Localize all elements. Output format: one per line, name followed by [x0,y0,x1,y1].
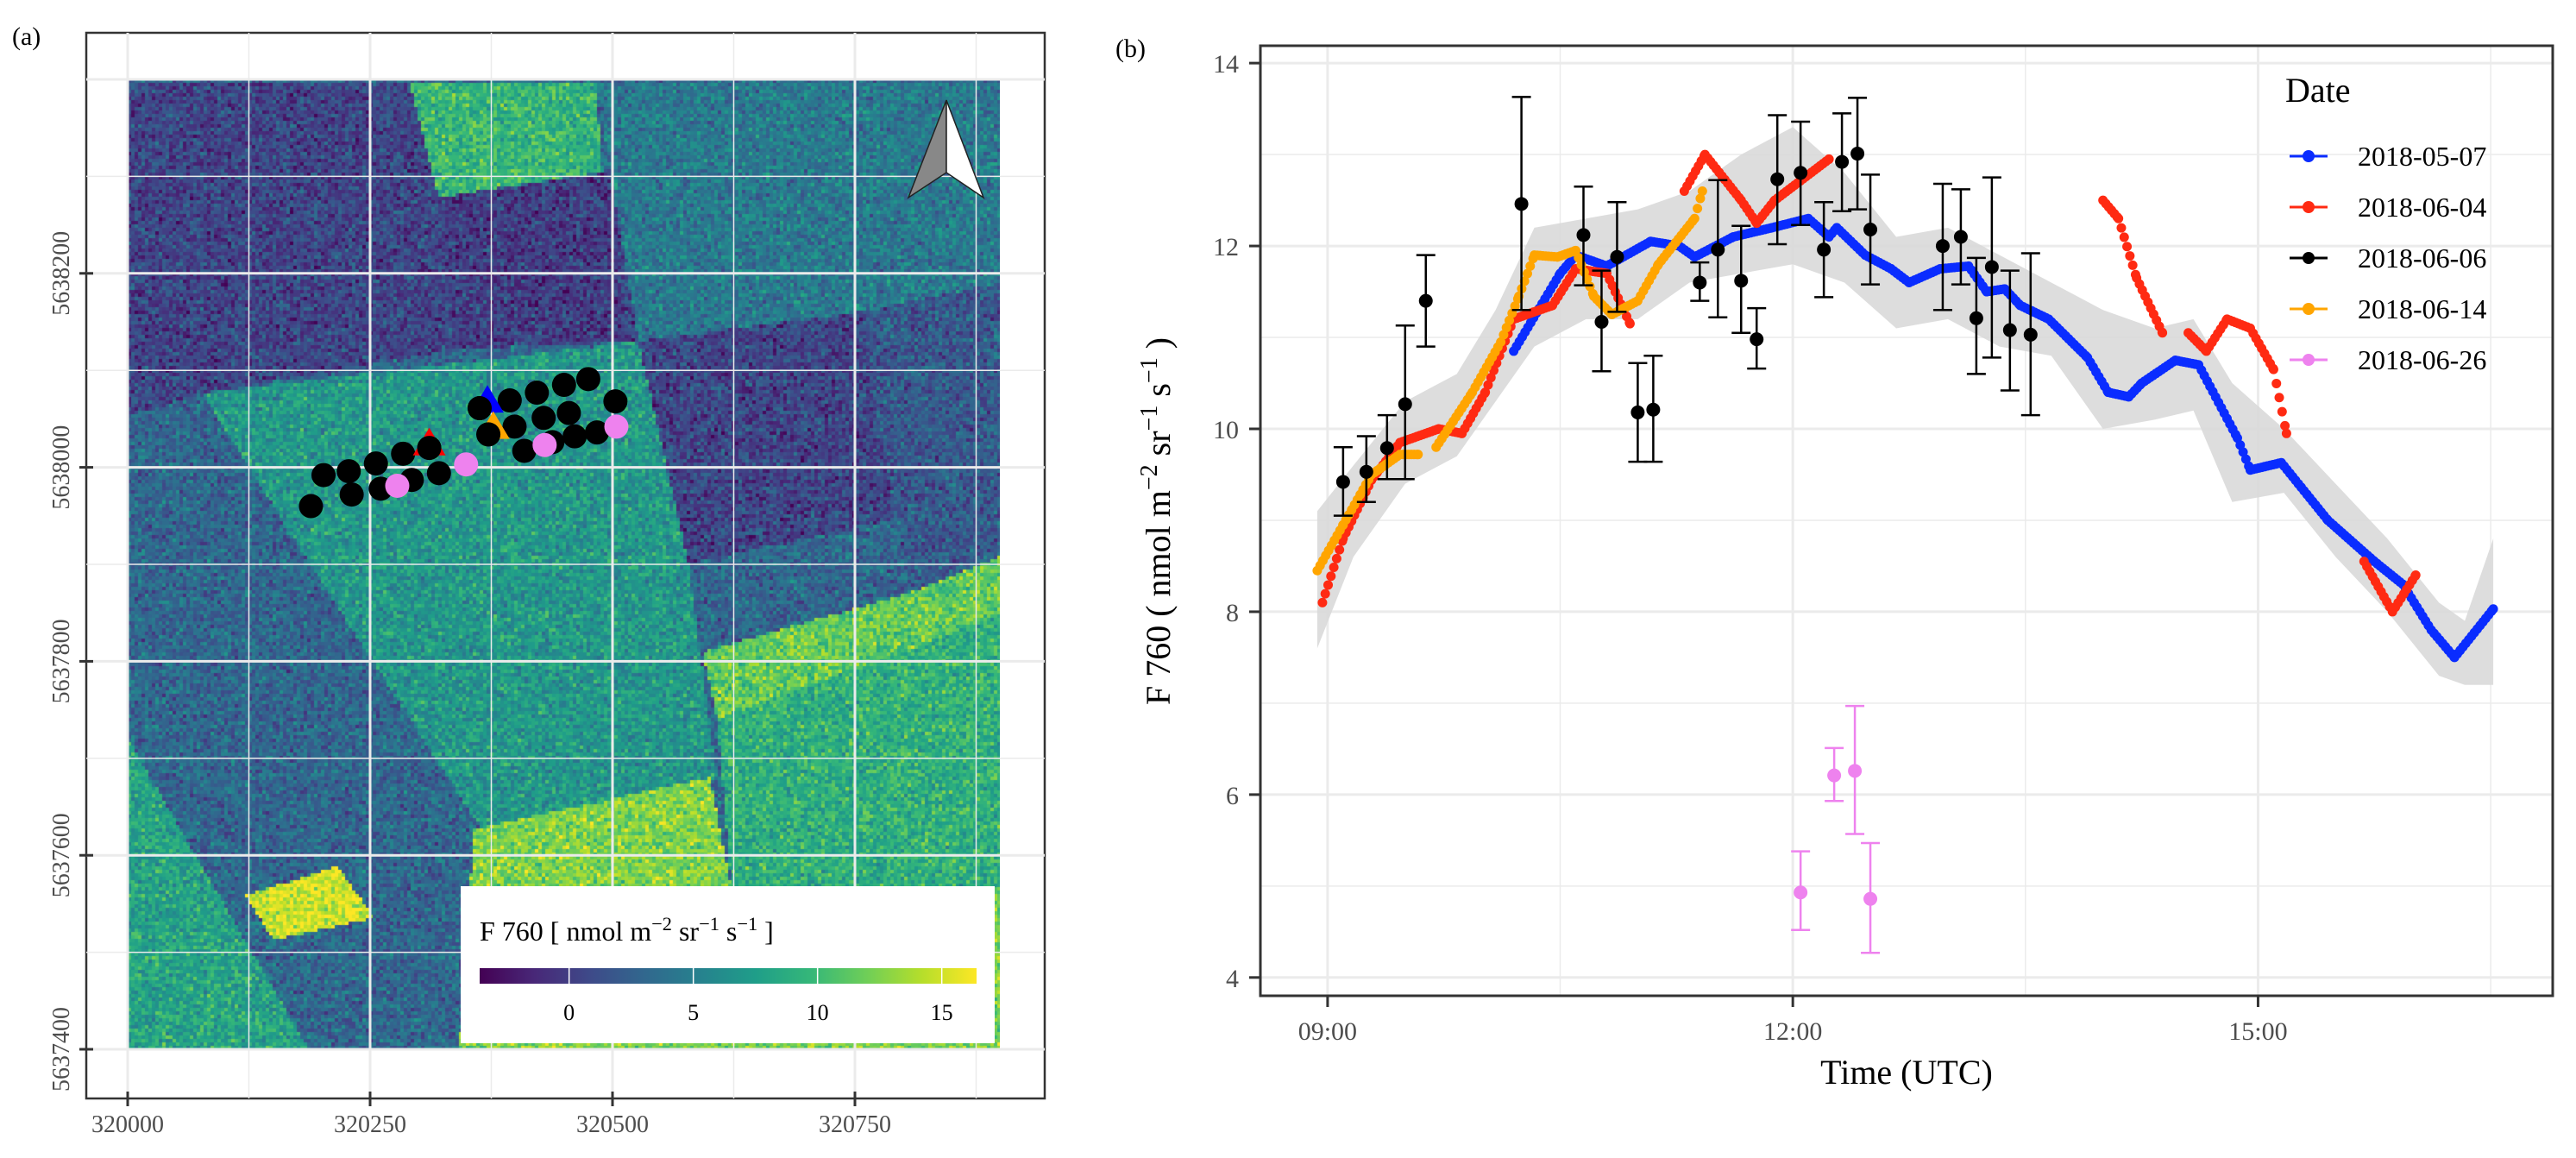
series-point [1850,147,1864,160]
series-point [1936,239,1950,253]
x-tick-label: 12:00 [1763,1017,1822,1046]
series-point [1827,769,1841,783]
y-tick-label: 8 [1226,599,1239,627]
series-point [1817,242,1831,256]
series-point [1360,465,1373,479]
y-tick-label: 14 [1213,50,1239,79]
series-point [1954,230,1968,243]
series-point [2003,324,2017,337]
series-point [1690,214,1700,223]
series-point [1825,154,1834,164]
series-point [1323,580,1333,589]
series-point [2125,251,2134,261]
y-tick-label: 6 [1226,782,1239,810]
series-point [1321,589,1330,599]
legend-label: 2018-05-07 [2358,141,2486,172]
legend-key-point [2303,252,2315,264]
series-point [1336,475,1350,488]
series-point [1835,155,1849,169]
series-point [1515,197,1529,211]
series-point [1594,315,1608,329]
series-point [1711,242,1725,256]
x-axis-label: Time (UTC) [1820,1053,1993,1092]
x-tick-label: 15:00 [2228,1017,2287,1046]
panel-label-b: (b) [1115,35,1146,63]
series-point [1317,598,1327,607]
series-point [2411,570,2421,580]
series-point [1863,892,1877,906]
series-point [1413,450,1423,459]
series-point [1335,545,1344,555]
series-point [2024,328,2038,342]
y-tick-label: 4 [1226,965,1239,993]
legend-key-point [2303,303,2315,315]
timeseries-panel: (b) 4 6 8 10 12 14 09:00 12:00 15:00 Time (UTC) F 7… [0,0,2576,1158]
y-tick-label: 10 [1213,416,1239,444]
superscript: −1 [1136,406,1163,431]
legend-title: Date [2285,71,2351,110]
series-point [2114,214,2123,223]
legend-key-point [2303,150,2315,162]
label-part: ) [1139,337,1178,357]
series-point [2120,232,2129,242]
series-point [2278,407,2287,417]
series-point [1398,397,1412,411]
series-point [2282,429,2291,438]
x-tick-label: 09:00 [1298,1017,1357,1046]
series-point [1610,250,1624,264]
label-part: s [1139,383,1178,406]
series-point [2116,223,2126,233]
series-point [1577,228,1591,242]
series-point [1863,223,1877,236]
series-point [2158,328,2167,337]
legend-key-point [2303,201,2315,213]
series-point [1419,294,1433,308]
series-point [1794,885,1807,899]
legend-label: 2018-06-04 [2358,192,2486,223]
series-point [1794,166,1807,179]
series-point [2489,604,2498,614]
y-tick-label: 12 [1213,233,1239,261]
series-point [1380,441,1394,455]
uncertainty-band [1317,127,2493,684]
y-axis-label: F 760 ( nmol m−2 sr−1 s−1 ) [1136,337,1178,705]
legend-label: 2018-06-26 [2358,344,2486,375]
series-point [1750,332,1763,346]
legend-key-point [2303,354,2315,366]
legend-label: 2018-06-14 [2358,293,2486,324]
series-point [1646,403,1660,417]
series-point [1848,764,1862,777]
series-point [2271,379,2281,388]
series-point [1970,312,1983,325]
figure: (a) 320000 320250 320500 320750 5637400 563760… [0,0,2576,1158]
legend-label: 2018-06-06 [2358,242,2486,274]
label-part: F 760 ( nmol m [1139,490,1178,705]
series-point [2275,393,2284,402]
series-point [1693,275,1706,289]
series-point [1734,274,1748,287]
series-point [1326,571,1335,581]
label-part: sr [1139,431,1178,464]
series-point [1985,260,1999,274]
series-point [2122,242,2132,251]
series-point [1625,319,1635,329]
superscript: −2 [1136,464,1163,490]
series-point [1329,563,1339,572]
series-point [1770,173,1784,186]
series-point [1332,554,1341,563]
series-point [2269,365,2278,374]
series-point [1698,186,1707,196]
series-point [1630,406,1644,419]
series-point [1693,204,1702,213]
superscript: −1 [1136,357,1163,383]
series-point [2128,261,2138,270]
